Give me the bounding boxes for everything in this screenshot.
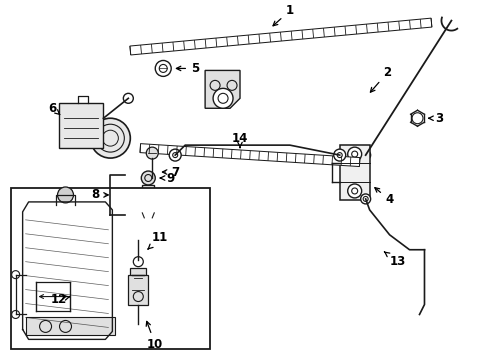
Text: 10: 10 [146,321,163,351]
Circle shape [213,88,233,108]
Circle shape [90,118,130,158]
Bar [128,275,148,305]
Text: 1: 1 [272,4,293,26]
Text: 11: 11 [148,231,168,249]
Text: 6: 6 [48,102,60,115]
Text: 4: 4 [374,188,393,206]
Circle shape [347,147,361,161]
Circle shape [347,184,361,198]
Text: 7: 7 [162,166,179,179]
Text: 14: 14 [231,132,248,148]
Text: 3: 3 [428,112,443,125]
Text: 5: 5 [176,62,199,75]
Circle shape [133,257,143,267]
Circle shape [58,187,73,203]
Bar [25,318,115,336]
Text: 2: 2 [369,66,391,92]
Circle shape [141,171,155,185]
Text: 13: 13 [384,252,405,268]
Polygon shape [204,71,240,108]
Circle shape [333,149,345,161]
Bar [339,145,369,200]
Circle shape [155,60,171,76]
Bar [11,188,210,349]
Circle shape [169,149,181,161]
Polygon shape [130,18,431,55]
Bar [130,268,146,288]
Polygon shape [140,144,359,167]
Circle shape [146,147,158,159]
Bar [142,185,154,213]
Text: 9: 9 [160,171,174,185]
Text: 12: 12 [50,293,69,306]
Bar [59,103,103,148]
Circle shape [360,194,370,204]
Text: 8: 8 [91,188,108,202]
